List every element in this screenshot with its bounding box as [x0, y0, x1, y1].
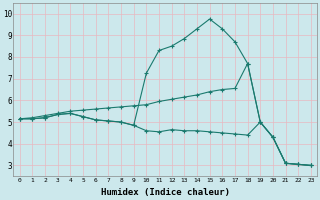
- X-axis label: Humidex (Indice chaleur): Humidex (Indice chaleur): [101, 188, 230, 197]
